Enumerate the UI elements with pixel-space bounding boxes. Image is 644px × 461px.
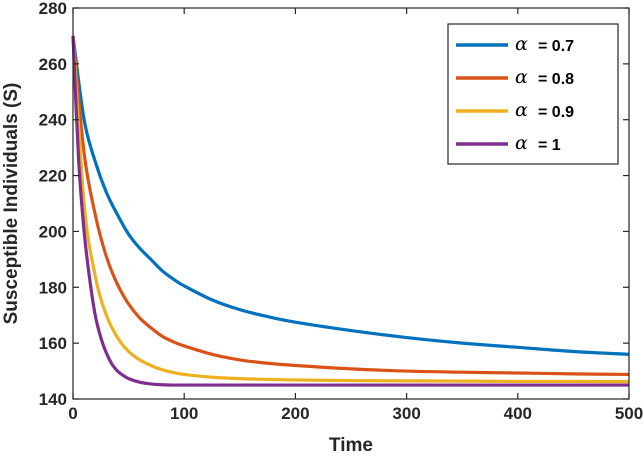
x-tick-label: 500 [615, 404, 643, 423]
y-tick-label: 280 [39, 0, 67, 18]
legend-item-1: α = 0.7 [456, 33, 574, 55]
legend-item-2: α = 0.8 [456, 66, 574, 88]
x-tick-label: 0 [68, 404, 77, 423]
legend-label: = 0.8 [538, 71, 574, 88]
x-tick-label: 300 [392, 404, 420, 423]
series-line-1 [71, 35, 630, 356]
y-tick-labels: 140 160 180 200 220 240 260 280 [39, 0, 67, 409]
legend-greek-symbol: α [515, 132, 528, 154]
x-axis-label: Time [329, 435, 373, 456]
y-tick-label: 240 [39, 111, 67, 130]
legend: α = 0.7 α = 0.8 α = 0.9 α = 1 [447, 23, 619, 165]
legend-item-3: α = 0.9 [456, 99, 574, 121]
axis-ticks [72, 7, 630, 400]
x-tick-label: 400 [504, 404, 532, 423]
legend-label: = 0.9 [538, 104, 574, 121]
series-line-3 [71, 35, 630, 384]
y-axis-label: Susceptible Individuals (S) [1, 83, 22, 325]
legend-greek-symbol: α [515, 66, 528, 88]
y-tick-label: 220 [39, 167, 67, 186]
x-tick-labels: 0 100 200 300 400 500 [68, 404, 643, 423]
legend-label: = 0.7 [538, 38, 574, 55]
plot-lines [71, 35, 630, 387]
legend-item-4: α = 1 [456, 132, 561, 154]
plot-frame [72, 7, 630, 400]
series-line-4 [71, 35, 630, 387]
y-tick-label: 260 [39, 55, 67, 74]
x-tick-label: 100 [170, 404, 198, 423]
legend-greek-symbol: α [515, 99, 528, 121]
legend-greek-symbol: α [515, 33, 528, 55]
y-tick-label: 160 [39, 334, 67, 353]
legend-label: = 1 [538, 137, 561, 154]
series-line-2 [71, 35, 630, 377]
x-tick-label: 200 [281, 404, 309, 423]
legend-box [447, 23, 619, 165]
y-tick-label: 180 [39, 278, 67, 297]
y-tick-label: 200 [39, 222, 67, 241]
y-tick-label: 140 [39, 390, 67, 409]
